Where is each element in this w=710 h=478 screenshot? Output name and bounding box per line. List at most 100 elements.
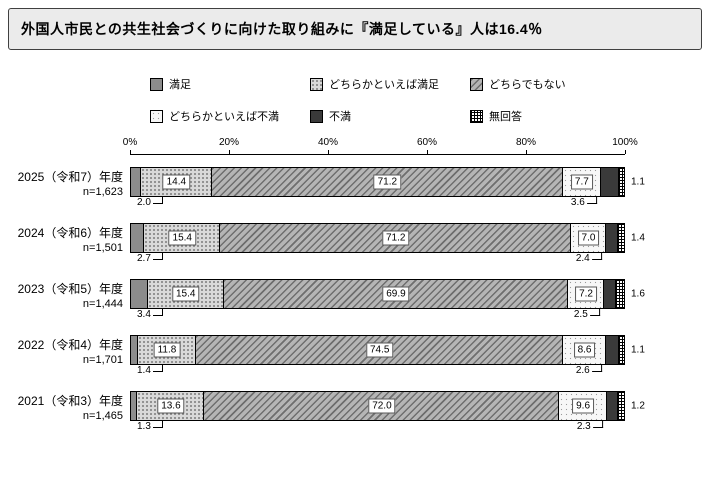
legend-swatch-0	[150, 77, 163, 91]
value-label: 71.2	[373, 174, 402, 190]
bar-segment-5	[618, 392, 624, 420]
bar-area: 2.0 14.4 71.2 7.7 3.6 1.1	[130, 167, 645, 223]
value-label: 15.4	[168, 230, 196, 246]
stacked-bar: 2.7 15.4 71.2 7.0 2.4 1.4	[130, 223, 645, 264]
axis-tick-label: 20%	[218, 137, 240, 148]
bar-segment-4	[606, 392, 619, 420]
value-label: 7.7	[570, 174, 593, 190]
value-label: 72.0	[368, 398, 396, 414]
stacked-bar: 1.4 11.8 74.5 8.6 2.6 1.1	[130, 335, 645, 376]
value-callout-satisfied: 3.4	[137, 308, 163, 321]
legend-label: 満足	[169, 79, 191, 91]
legend-label: 不満	[329, 111, 351, 123]
value-label: 13.6	[157, 398, 185, 414]
legend-label: 無回答	[489, 111, 522, 123]
value-label: 2.7	[137, 253, 151, 264]
category-label: 2022（令和4）年度	[17, 338, 123, 352]
value-label: 3.4	[137, 309, 151, 320]
axis-tick-label: 100%	[612, 137, 638, 148]
x-axis: 0% 20% 40% 60% 80% 100%	[123, 137, 638, 155]
axis-tick-mark	[427, 150, 428, 154]
axis-tick-label: 0%	[122, 137, 138, 148]
axis-tick-label: 40%	[317, 137, 339, 148]
value-label: 74.5	[365, 342, 394, 358]
callout-leader-line	[591, 364, 602, 372]
bar-area: 1.3 13.6 72.0 9.6 2.3 1.2	[130, 391, 645, 447]
chart-row: 2021（令和3）年度 n=1,465 1.3 13.6 72.0 9.6 2.3 1.2	[8, 391, 702, 447]
bar-segment-0	[131, 280, 148, 308]
bar-segment-4	[605, 336, 619, 364]
row-label: 2021（令和3）年度 n=1,465	[8, 391, 130, 447]
callout-leader-line	[592, 420, 603, 428]
chart-row: 2024（令和6）年度 n=1,501 2.7 15.4 71.2 7.0 2.4 1.4	[8, 223, 702, 279]
value-label: 2.4	[575, 253, 590, 264]
row-label: 2024（令和6）年度 n=1,501	[8, 223, 130, 279]
axis-tick-mark	[625, 150, 626, 154]
bar-segment-4	[600, 168, 619, 196]
value-callout-dissatisfied: 2.6	[576, 364, 602, 377]
bar-segment-0	[131, 168, 141, 196]
sample-size-label: n=1,444	[82, 298, 123, 310]
bar-segment-3	[568, 280, 604, 308]
bar-area: 3.4 15.4 69.9 7.2 2.5 1.6	[130, 279, 645, 335]
callout-leader-line	[152, 364, 163, 372]
legend-swatch-5	[470, 109, 483, 123]
category-label: 2025（令和7）年度	[17, 170, 123, 184]
bar-segment-5	[616, 280, 624, 308]
value-label: 2.5	[573, 309, 588, 320]
sample-size-label: n=1,501	[82, 242, 123, 254]
value-label-no-answer: 1.2	[631, 400, 645, 412]
value-label: 69.9	[382, 286, 410, 302]
chart-row: 2023（令和5）年度 n=1,444 3.4 15.4 69.9 7.2 2.5 1.6	[8, 279, 702, 335]
sample-size-label: n=1,701	[82, 354, 123, 366]
row-label: 2025（令和7）年度 n=1,623	[8, 167, 130, 223]
bar-segment-5	[618, 336, 624, 364]
legend-item: どちらでもない	[470, 76, 630, 92]
bar-segment-4	[603, 280, 617, 308]
row-label: 2023（令和5）年度 n=1,444	[8, 279, 130, 335]
stacked-bar-chart: 0% 20% 40% 60% 80% 100% 2025（令和7）年度 n=1,623 2.0…	[8, 137, 702, 447]
value-callout-satisfied: 2.0	[137, 196, 163, 209]
value-label: 11.8	[153, 342, 181, 358]
chart-row: 2022（令和4）年度 n=1,701 1.4 11.8 74.5 8.6 2.6 1.1	[8, 335, 702, 391]
bar-segment-4	[605, 224, 618, 252]
chart-rows: 2025（令和7）年度 n=1,623 2.0 14.4 71.2 7.7 3.6 1.1 20…	[8, 167, 702, 447]
stacked-bar: 1.3 13.6 72.0 9.6 2.3 1.2	[130, 391, 645, 432]
legend-item: 不満	[310, 108, 470, 124]
value-callout-dissatisfied: 2.3	[577, 420, 603, 433]
callout-leader-line	[152, 196, 163, 204]
value-label: 8.6	[573, 342, 596, 358]
value-callout-satisfied: 1.3	[137, 420, 163, 433]
legend-item: どちらかといえば満足	[310, 76, 470, 92]
callout-leader-line	[586, 196, 597, 204]
value-callout-dissatisfied: 2.5	[574, 308, 600, 321]
legend-item: 満足	[150, 76, 310, 92]
legend-label: どちらかといえば不満	[169, 111, 279, 123]
value-callout-dissatisfied: 3.6	[571, 196, 597, 209]
chart-row: 2025（令和7）年度 n=1,623 2.0 14.4 71.2 7.7 3.6 1.1	[8, 167, 702, 223]
value-label-no-answer: 1.1	[631, 176, 645, 188]
value-callout-dissatisfied: 2.4	[576, 252, 602, 265]
axis-tick-mark	[526, 150, 527, 154]
bar-segment-0	[131, 336, 138, 364]
value-label: 15.4	[171, 286, 200, 302]
bar-segment-0	[131, 392, 138, 420]
value-label: 71.2	[382, 230, 410, 246]
value-label: 7.0	[577, 230, 600, 246]
legend-label: どちらでもない	[489, 79, 566, 91]
value-callout-satisfied: 1.4	[137, 364, 163, 377]
value-label: 14.4	[162, 174, 191, 190]
bar-segment-3	[559, 392, 607, 420]
sample-size-label: n=1,623	[82, 186, 123, 198]
value-label: 9.6	[572, 398, 595, 414]
value-label: 2.6	[575, 365, 590, 376]
value-label-no-answer: 1.6	[631, 288, 645, 300]
axis-tick-label: 60%	[416, 137, 438, 148]
category-label: 2021（令和3）年度	[17, 394, 123, 408]
legend-item: どちらかといえば不満	[150, 108, 310, 124]
value-label: 1.4	[137, 365, 151, 376]
chart-title: 外国人市民との共生社会づくりに向けた取り組みに『満足している』人は16.4％	[8, 8, 702, 50]
callout-leader-line	[152, 308, 163, 316]
bar-segment-5	[617, 224, 624, 252]
